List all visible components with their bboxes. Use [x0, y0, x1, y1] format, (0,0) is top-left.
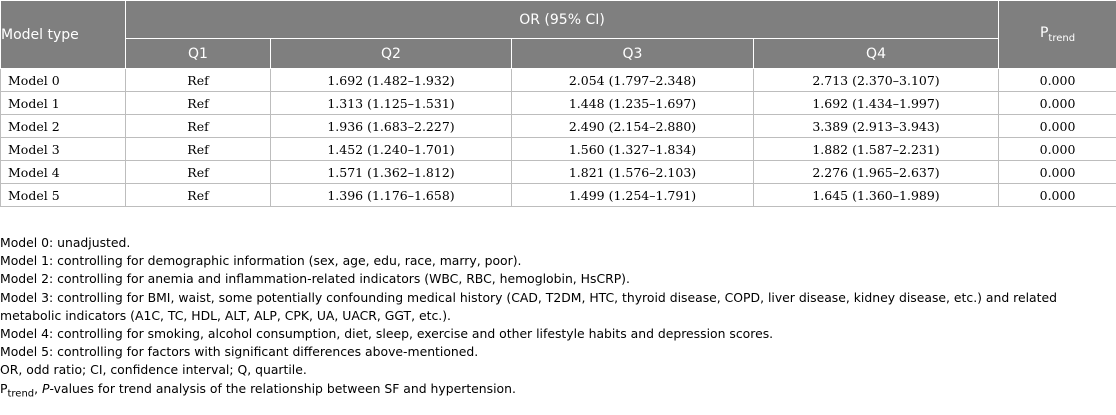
cell-q2: 1.571 (1.362–1.812)	[270, 160, 512, 184]
table-footnotes: Model 0: unadjusted. Model 1: controllin…	[0, 234, 1110, 403]
table-row: Model 5 Ref 1.396 (1.176–1.658) 1.499 (1…	[0, 183, 1116, 207]
header-ptrend-main: P	[1039, 25, 1049, 42]
footnote-ptrend: Ptrend, P-values for trend analysis of t…	[0, 380, 1110, 404]
cell-q3: 1.448 (1.235–1.697)	[511, 91, 754, 115]
cell-q2: 1.396 (1.176–1.658)	[270, 183, 512, 207]
footnote-model-3-line-2: metabolic indicators (A1C, TC, HDL, ALT,…	[0, 307, 451, 323]
cell-q1: Ref	[125, 183, 271, 207]
table-row: Model 2 Ref 1.936 (1.683–2.227) 2.490 (2…	[0, 114, 1116, 138]
cell-q1: Ref	[125, 68, 271, 92]
footnote-ptrend-rest: -values for trend analysis of the relati…	[49, 380, 516, 396]
cell-q1: Ref	[125, 91, 271, 115]
cell-model: Model 0	[0, 68, 126, 92]
header-model-type: Model type	[0, 0, 126, 69]
cell-q4: 1.692 (1.434–1.997)	[752, 91, 1000, 115]
cell-q2: 1.692 (1.482–1.932)	[270, 68, 512, 92]
table-row: Model 3 Ref 1.452 (1.240–1.701) 1.560 (1…	[0, 137, 1116, 161]
footnote-ptrend-sep: ,	[34, 380, 43, 396]
or-table: Model type OR (95% CI) Ptrend Q1 Q2 Q3 Q…	[0, 0, 1116, 207]
cell-ptrend: 0.000	[998, 114, 1116, 138]
footnote-model-5: Model 5: controlling for factors with si…	[0, 344, 479, 360]
cell-q3: 2.054 (1.797–2.348)	[511, 68, 754, 92]
footnote-ptrend-sub: trend	[7, 388, 35, 400]
footnote-abbreviations: OR, odd ratio; CI, confidence interval; …	[0, 362, 307, 378]
cell-q3: 1.821 (1.576–2.103)	[511, 160, 754, 184]
header-q1: Q1	[125, 38, 271, 69]
footnote-ptrend-italic-p: P	[42, 380, 50, 396]
cell-ptrend: 0.000	[998, 137, 1116, 161]
footnote-model-0: Model 0: unadjusted.	[0, 235, 131, 250]
cell-q3: 2.490 (2.154–2.880)	[511, 114, 754, 138]
footnote-ptrend-main: P	[0, 380, 8, 396]
header-ptrend: Ptrend	[998, 0, 1116, 69]
footnote-model-4: Model 4: controlling for smoking, alcoho…	[0, 326, 774, 342]
cell-q4: 1.645 (1.360–1.989)	[752, 183, 1000, 207]
header-q3: Q3	[511, 38, 754, 69]
cell-q2: 1.313 (1.125–1.531)	[270, 91, 512, 115]
header-q4: Q4	[752, 38, 1000, 69]
cell-model: Model 5	[0, 183, 126, 207]
cell-model: Model 1	[0, 91, 126, 115]
footnote-model-2: Model 2: controlling for anemia and infl…	[0, 271, 630, 287]
cell-q2: 1.452 (1.240–1.701)	[270, 137, 512, 161]
cell-q1: Ref	[125, 114, 271, 138]
cell-q1: Ref	[125, 137, 271, 161]
table-row: Model 1 Ref 1.313 (1.125–1.531) 1.448 (1…	[0, 91, 1116, 115]
footnote-model-3-line-1: Model 3: controlling for BMI, waist, som…	[0, 289, 1057, 305]
footnote-model-1: Model 1: controlling for demographic inf…	[0, 253, 522, 269]
cell-q1: Ref	[125, 160, 271, 184]
cell-q4: 2.713 (2.370–3.107)	[752, 68, 1000, 92]
header-ptrend-sub: trend	[1048, 32, 1076, 44]
cell-ptrend: 0.000	[998, 68, 1116, 92]
cell-q3: 1.499 (1.254–1.791)	[511, 183, 754, 207]
cell-q4: 1.882 (1.587–2.231)	[752, 137, 1000, 161]
cell-model: Model 3	[0, 137, 126, 161]
cell-q4: 2.276 (1.965–2.637)	[752, 160, 1000, 184]
cell-model: Model 4	[0, 160, 126, 184]
cell-q2: 1.936 (1.683–2.227)	[270, 114, 512, 138]
header-q2: Q2	[270, 38, 512, 69]
cell-ptrend: 0.000	[998, 160, 1116, 184]
cell-ptrend: 0.000	[998, 183, 1116, 207]
table-row: Model 4 Ref 1.571 (1.362–1.812) 1.821 (1…	[0, 160, 1116, 184]
cell-ptrend: 0.000	[998, 91, 1116, 115]
table-row: Model 0 Ref 1.692 (1.482–1.932) 2.054 (1…	[0, 68, 1116, 92]
cell-q3: 1.560 (1.327–1.834)	[511, 137, 754, 161]
cell-model: Model 2	[0, 114, 126, 138]
header-or-ci: OR (95% CI)	[124, 0, 1000, 39]
cell-q4: 3.389 (2.913–3.943)	[752, 114, 1000, 138]
